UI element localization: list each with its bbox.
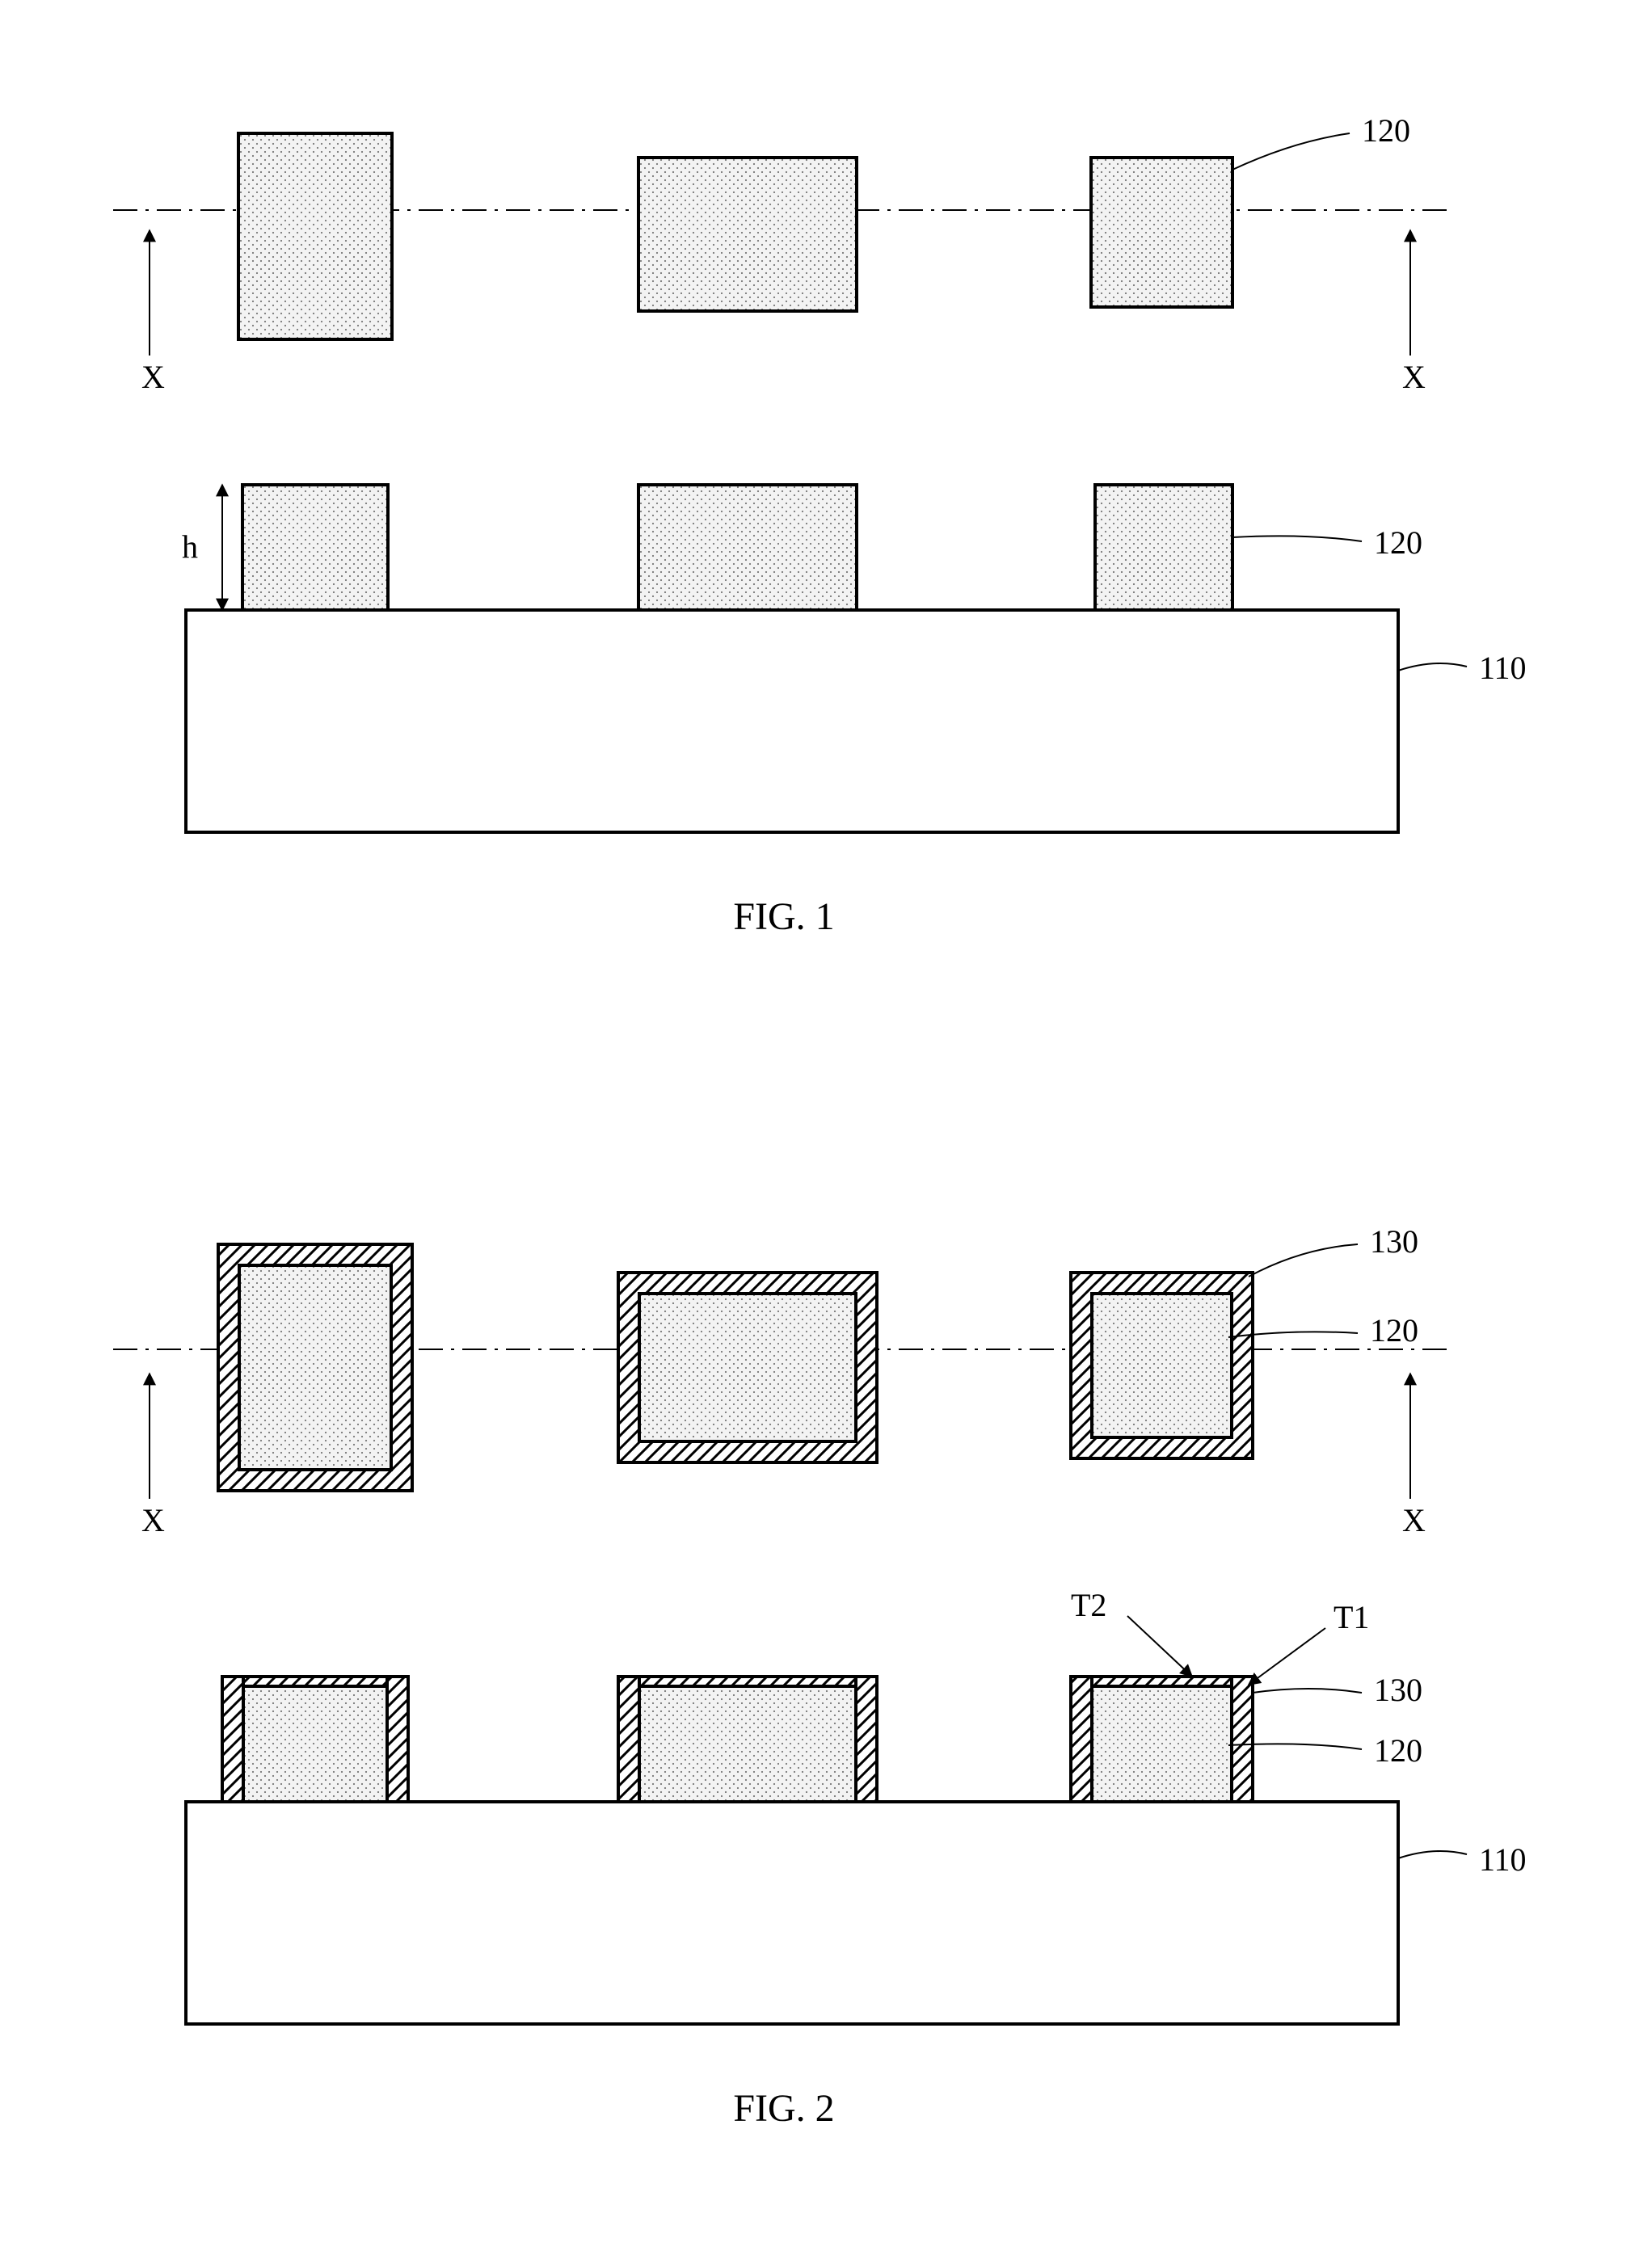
shape-rect — [1071, 1677, 1092, 1802]
ref-label: T2 — [1071, 1587, 1106, 1623]
shape-rect — [186, 610, 1398, 832]
shape-rect — [239, 1265, 391, 1470]
ref-label: 110 — [1479, 1841, 1527, 1878]
shape-rect — [638, 485, 857, 610]
annotation-line — [1232, 536, 1362, 541]
annotation-line — [1249, 1628, 1325, 1685]
annotation-line — [1398, 663, 1467, 671]
shape-rect — [1091, 158, 1232, 307]
annotation-line — [1253, 1689, 1362, 1693]
ref-label: T1 — [1334, 1599, 1369, 1635]
shape-rect — [639, 1686, 856, 1802]
figure-caption: FIG. 1 — [733, 895, 834, 938]
ref-label: 110 — [1479, 650, 1527, 686]
shape-rect — [618, 1677, 639, 1802]
annotation-line — [1249, 1244, 1358, 1277]
shape-rect — [1095, 485, 1232, 610]
shape-rect — [243, 1686, 387, 1802]
ref-label: 120 — [1374, 524, 1422, 561]
shape-rect — [1092, 1686, 1232, 1802]
annotation-line — [1398, 1851, 1467, 1858]
ref-label: X — [1402, 1502, 1426, 1538]
shape-rect — [639, 1294, 856, 1441]
shape-rect — [242, 485, 388, 610]
shape-rect — [1092, 1294, 1232, 1437]
ref-label: 130 — [1374, 1672, 1422, 1708]
ref-label: 120 — [1362, 112, 1410, 149]
shape-rect — [222, 1677, 243, 1802]
shape-rect — [1232, 1677, 1253, 1802]
ref-label: X — [1402, 359, 1426, 395]
ref-label: h — [182, 528, 198, 565]
figure-caption: FIG. 2 — [733, 2087, 834, 2130]
annotation-line — [1232, 133, 1350, 170]
shape-rect — [856, 1677, 877, 1802]
shape-rect — [387, 1677, 408, 1802]
ref-label: 120 — [1370, 1312, 1418, 1349]
ref-label: X — [141, 1502, 165, 1538]
ref-label: X — [141, 359, 165, 395]
shape-rect — [186, 1802, 1398, 2024]
shape-rect — [238, 133, 392, 339]
ref-label: 120 — [1374, 1732, 1422, 1769]
shape-rect — [638, 158, 857, 311]
annotation-line — [1127, 1616, 1192, 1677]
ref-label: 130 — [1370, 1223, 1418, 1260]
